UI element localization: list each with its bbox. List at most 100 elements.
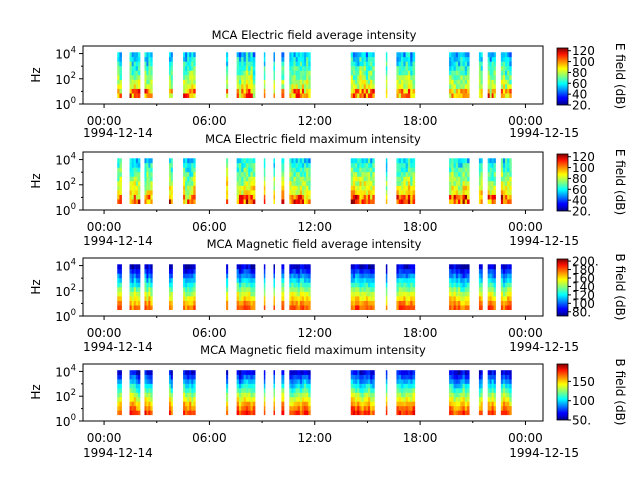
spectrogram-cell	[398, 61, 402, 67]
spectrogram-cell	[509, 410, 512, 416]
spectrogram-cell	[489, 300, 492, 306]
spectrogram-cell	[359, 392, 362, 398]
spectrogram-cell	[489, 70, 492, 76]
spectrogram-cell	[357, 392, 360, 398]
spectrogram-cell	[361, 296, 364, 301]
spectrogram-cell	[509, 194, 512, 200]
spectrogram-cell	[308, 194, 311, 200]
spectrogram-cell	[372, 401, 375, 407]
spectrogram-cell	[238, 287, 242, 292]
spectrogram-cell	[403, 158, 406, 164]
spectrogram-cell	[401, 388, 404, 393]
spectrogram-cell	[263, 79, 266, 85]
spectrogram-cell	[189, 158, 192, 164]
spectrogram-cell	[299, 93, 303, 98]
spectrogram-cell	[301, 171, 305, 177]
spectrogram-cell	[398, 370, 402, 375]
spectrogram-cell	[185, 75, 188, 80]
spectrogram-cell	[493, 264, 496, 270]
spectrogram-cell	[183, 282, 186, 288]
spectrogram-cell	[135, 300, 139, 306]
spectrogram-cell	[281, 79, 285, 85]
spectrogram-cell	[133, 56, 137, 62]
spectrogram-cell	[306, 167, 309, 173]
spectrogram-cell	[281, 190, 285, 195]
spectrogram-cell	[487, 65, 490, 71]
spectrogram-cell	[169, 61, 172, 67]
spectrogram-cell	[137, 374, 141, 380]
spectrogram-cell	[281, 374, 285, 380]
spectrogram-cell	[350, 268, 354, 274]
spectrogram-cell	[248, 176, 251, 182]
spectrogram-cell	[455, 300, 459, 306]
spectrogram-cell	[365, 65, 369, 71]
spectrogram-cell	[301, 291, 305, 297]
spectrogram-cell	[357, 268, 360, 274]
spectrogram-cell	[458, 374, 461, 380]
spectrogram-cell	[500, 52, 504, 58]
spectrogram-cell	[352, 282, 356, 288]
spectrogram-cell	[455, 162, 459, 168]
spectrogram-cell	[189, 396, 192, 402]
spectrogram-cell	[150, 88, 153, 94]
spectrogram-cell	[458, 167, 461, 173]
spectrogram-cell	[449, 268, 452, 274]
spectrogram-cell	[187, 264, 190, 270]
spectrogram-cell	[191, 84, 194, 89]
spectrogram-cell	[241, 70, 244, 76]
spectrogram-cell	[363, 410, 367, 416]
spectrogram-cell	[449, 199, 452, 204]
spectrogram-cell	[385, 300, 388, 306]
spectrogram-cell	[509, 291, 512, 297]
spectrogram-cell	[502, 282, 506, 288]
spectrogram-cell	[250, 158, 254, 164]
spectrogram-cell	[357, 405, 360, 411]
spectrogram-cell	[352, 181, 356, 186]
spectrogram-cell	[487, 190, 490, 195]
spectrogram-cell	[357, 374, 360, 380]
spectrogram-cell	[137, 176, 141, 182]
spectrogram-cell	[301, 88, 305, 94]
spectrogram-cell	[403, 405, 406, 411]
spectrogram-cell	[405, 167, 409, 173]
spectrogram-cell	[350, 61, 354, 67]
spectrogram-cell	[350, 79, 354, 85]
spectrogram-cell	[460, 287, 463, 292]
spectrogram-cell	[396, 181, 399, 186]
spectrogram-cell	[407, 379, 411, 384]
spectrogram-cell	[502, 190, 506, 195]
spectrogram-cell	[241, 176, 244, 182]
spectrogram-cell	[297, 264, 301, 270]
spectrogram-cell	[293, 277, 296, 283]
spectrogram-cell	[491, 405, 494, 411]
spectrogram-cell	[170, 167, 173, 173]
spectrogram-cell	[480, 296, 483, 301]
spectrogram-cell	[372, 162, 375, 168]
spectrogram-cell	[401, 370, 404, 375]
spectrogram-cell	[185, 405, 188, 411]
spectrogram-cell	[458, 305, 461, 310]
spectrogram-cell	[396, 277, 399, 283]
spectrogram-cell	[507, 70, 510, 76]
spectrogram-cell	[263, 88, 266, 94]
spectrogram-cell	[449, 158, 452, 164]
spectrogram-cell	[500, 300, 504, 306]
spectrogram-cell	[410, 287, 413, 292]
spectrogram-cell	[299, 287, 303, 292]
spectrogram-cell	[252, 296, 256, 301]
spectrogram-cell	[372, 379, 375, 384]
spectrogram-cell	[117, 396, 120, 402]
spectrogram-cell	[135, 162, 139, 168]
spectrogram-cell	[507, 185, 510, 191]
spectrogram-cell	[449, 287, 452, 292]
spectrogram-cell	[467, 70, 470, 76]
spectrogram-cell	[170, 282, 173, 288]
spectrogram-cell	[491, 70, 494, 76]
spectrogram-cell	[245, 374, 249, 380]
spectrogram-cell	[451, 176, 454, 182]
spectrogram-cell	[403, 75, 406, 80]
spectrogram-cell	[478, 401, 481, 407]
spectrogram-cell	[304, 273, 307, 279]
spectrogram-cell	[460, 300, 463, 306]
spectrogram-cell	[480, 75, 483, 80]
